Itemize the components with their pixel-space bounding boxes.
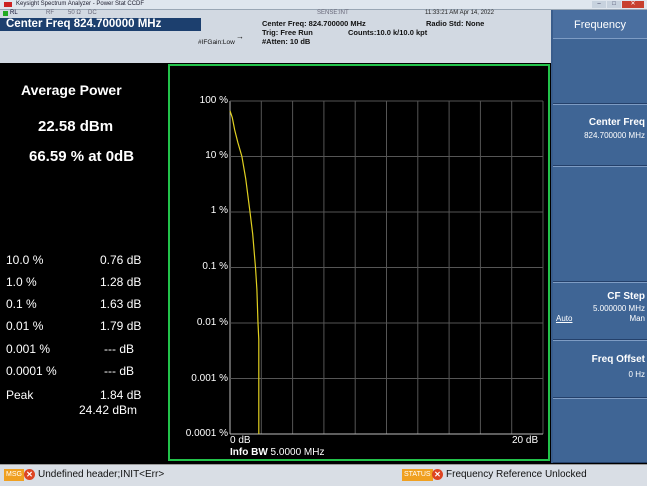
average-power-title: Average Power — [21, 82, 122, 98]
row-db: 1.63 dB — [100, 297, 142, 311]
softkey-label: Freq Offset — [591, 354, 645, 365]
row-db: 1.28 dB — [100, 275, 142, 289]
impedance-label: 50 Ω — [68, 10, 81, 16]
rl-indicator-icon — [3, 11, 8, 16]
error-icon: ✕ — [432, 469, 443, 480]
ccdf-trace — [229, 110, 260, 434]
atten-info: #Atten: 10 dB — [262, 37, 311, 46]
y-tick-label: 0.01 % — [196, 317, 228, 328]
softkey-blank[interactable] — [553, 166, 647, 282]
ccdf-graph: 100 % 10 % 1 % 0.1 % 0.01 % 0.001 % 0.00… — [168, 64, 550, 461]
row-pct: 0.1 % — [6, 297, 37, 311]
y-tick-label: 0.0001 % — [185, 428, 228, 439]
row-db: 1.79 dB — [100, 319, 142, 333]
ccdf-results-panel: Average Power 22.58 dBm 66.59 % at 0dB 1… — [0, 63, 168, 463]
softkey-label: Center Freq — [588, 117, 645, 128]
status-tag: STATUS — [402, 469, 433, 481]
softkey-value: 824.700000 MHz — [584, 131, 645, 140]
softkey-value: 5.000000 MHz — [592, 304, 645, 313]
sense-label: SENSE:INT — [317, 10, 349, 16]
ifgain-info: #IFGain:Low — [198, 39, 235, 46]
status-text[interactable]: Frequency Reference Unlocked — [446, 469, 587, 480]
softkey-menu-header: Frequency — [553, 10, 647, 38]
softkey-label: CF Step — [607, 291, 645, 302]
peak-dbm: 24.42 dBm — [79, 403, 138, 417]
msg-text[interactable]: Undefined header;INIT<Err> — [38, 469, 165, 480]
row-pct: 0.0001 % — [6, 364, 57, 378]
info-bw-value: 5.0000 MHz — [270, 447, 325, 458]
average-power-value: 22.58 dBm — [38, 118, 114, 135]
softkey-value: 0 Hz — [628, 370, 645, 379]
center-freq-info: Center Freq: 824.700000 MHz — [262, 19, 366, 28]
center-freq-banner[interactable]: Center Freq 824.700000 MHz — [0, 18, 201, 31]
man-option[interactable]: Man — [629, 314, 645, 323]
measurement-header: RL RF 50 Ω DC SENSE:INT 11:33:21 AM Apr … — [0, 10, 551, 63]
row-pct: 10.0 % — [6, 253, 44, 267]
cf-step-softkey[interactable]: CF Step 5.000000 MHz Auto Man — [553, 282, 647, 340]
trig-info: Trig: Free Run — [262, 28, 313, 37]
percent-at-0db: 66.59 % at 0dB — [29, 148, 135, 165]
info-bw-label: Info BW — [230, 447, 268, 458]
row-db: --- dB — [104, 364, 134, 378]
y-tick-label: 0.1 % — [202, 261, 228, 272]
app-icon — [4, 2, 12, 7]
status-bar: MSG ✕ Undefined header;INIT<Err> STATUS … — [0, 464, 647, 486]
auto-option[interactable]: Auto — [556, 314, 573, 323]
y-tick-label: 0.001 % — [191, 373, 228, 384]
window-title-bar: Keysight Spectrum Analyzer - Power Stat … — [0, 0, 647, 10]
row-db: --- dB — [104, 342, 134, 356]
menu-title: Frequency — [574, 19, 626, 31]
softkey-blank[interactable] — [553, 38, 647, 104]
row-pct: 1.0 % — [6, 275, 37, 289]
softkey-blank[interactable] — [553, 398, 647, 463]
error-icon: ✕ — [24, 469, 35, 480]
info-bw: Info BW 5.0000 MHz — [230, 447, 324, 458]
window-title: Keysight Spectrum Analyzer - Power Stat … — [16, 1, 145, 7]
y-tick-label: 1 % — [210, 205, 228, 216]
center-freq-softkey[interactable]: Center Freq 824.700000 MHz — [553, 104, 647, 166]
radio-std: Radio Std: None — [426, 19, 485, 28]
row-pct: 0.001 % — [6, 342, 51, 356]
y-tick-label: 100 % — [199, 95, 228, 106]
peak-label: Peak — [6, 388, 34, 402]
row-pct: 0.01 % — [6, 319, 44, 333]
msg-tag: MSG — [4, 469, 24, 481]
counts-info: Counts:10.0 k/10.0 kpt — [348, 28, 428, 37]
minimize-icon[interactable]: – — [592, 1, 606, 8]
y-tick-label: 10 % — [205, 150, 228, 161]
timestamp: 11:33:21 AM Apr 14, 2022 — [425, 10, 494, 16]
row-db: 0.76 dB — [100, 253, 142, 267]
freq-offset-softkey[interactable]: Freq Offset 0 Hz — [553, 340, 647, 398]
coupling-label: DC — [88, 10, 97, 16]
rl-label: RL — [10, 10, 18, 16]
ccdf-plot — [229, 100, 544, 435]
x-start-label: 0 dB — [230, 435, 251, 446]
rf-label: RF — [46, 10, 54, 16]
x-end-label: 20 dB — [512, 435, 539, 446]
peak-db: 1.84 dB — [100, 388, 142, 402]
maximize-icon[interactable]: □ — [607, 1, 621, 8]
input-arrow-icon: → — [236, 32, 244, 41]
close-icon[interactable]: ✕ — [622, 1, 644, 8]
